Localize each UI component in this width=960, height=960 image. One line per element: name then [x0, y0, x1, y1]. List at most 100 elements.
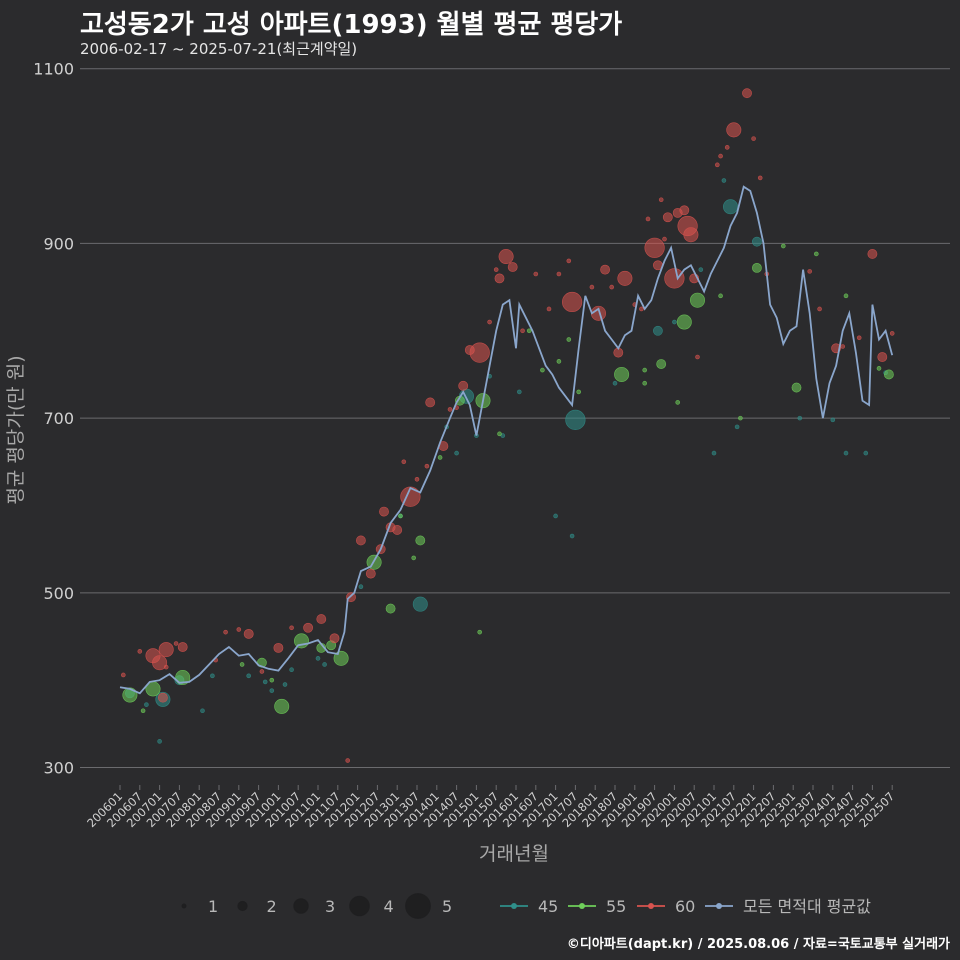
point-60	[658, 197, 664, 203]
legend-label: 45	[538, 897, 558, 916]
point-60	[520, 328, 525, 334]
point-45	[797, 415, 803, 421]
point-60	[424, 463, 430, 469]
point-45	[612, 380, 618, 386]
point-60	[392, 525, 403, 535]
point-45	[200, 708, 205, 714]
size-legend-dot	[237, 900, 248, 912]
y-tick-labels: 300 500 700 900 1100	[33, 60, 74, 778]
point-60	[223, 629, 228, 635]
point-60	[316, 614, 327, 624]
point-60	[566, 258, 572, 264]
point-55	[477, 629, 483, 635]
point-45	[210, 673, 215, 679]
point-60	[644, 237, 665, 258]
y-tick-label: 900	[43, 234, 74, 253]
point-45	[672, 319, 677, 325]
size-legend-dot	[349, 895, 370, 917]
point-45	[653, 325, 663, 336]
point-60	[236, 627, 242, 632]
point-45	[289, 667, 294, 672]
point-55	[566, 337, 572, 342]
point-45	[721, 178, 727, 183]
legend: 1 2 3 4 5 45 55 60 모든 면적대 평균값	[181, 893, 871, 919]
point-60	[158, 642, 174, 658]
point-60	[546, 306, 552, 312]
point-55	[274, 698, 290, 714]
size-legend-dot	[293, 898, 309, 914]
point-45	[843, 450, 849, 456]
point-60	[867, 249, 878, 259]
x-tick-labels: 2006012006072007012007072008012008072009…	[84, 785, 897, 830]
point-60	[345, 758, 351, 763]
grid-lines	[80, 68, 950, 769]
point-55	[642, 367, 648, 373]
point-60	[714, 162, 720, 168]
point-60	[121, 672, 126, 678]
point-55	[614, 366, 630, 382]
point-60	[414, 476, 420, 482]
point-55	[884, 369, 894, 380]
point-60	[289, 625, 294, 631]
point-60	[458, 380, 469, 391]
point-55	[791, 382, 802, 393]
point-45	[830, 417, 836, 423]
point-45	[246, 673, 251, 679]
legend-swatch-dot	[511, 903, 517, 909]
point-45	[565, 409, 586, 430]
point-60	[609, 284, 615, 290]
point-60	[589, 284, 595, 290]
point-45	[863, 450, 869, 456]
point-45	[734, 424, 740, 430]
point-45	[553, 513, 558, 519]
point-55	[140, 708, 146, 714]
point-60	[259, 669, 265, 674]
point-60	[600, 264, 610, 275]
point-55	[780, 243, 786, 249]
point-60	[401, 459, 407, 465]
point-55	[540, 367, 545, 373]
point-60	[645, 216, 651, 222]
x-axis-label: 거래년월	[479, 843, 549, 865]
point-55	[293, 633, 309, 649]
point-60	[173, 641, 179, 646]
point-60	[303, 622, 313, 633]
credit-text: ©디아파트(dapt.kr) / 2025.08.06 / 자료=국토교통부 실…	[566, 937, 950, 952]
point-60	[662, 236, 667, 242]
size-legend-dot	[405, 893, 431, 919]
point-60	[664, 268, 685, 289]
point-55	[676, 314, 692, 330]
point-45	[454, 450, 459, 456]
point-55	[497, 431, 502, 437]
point-55	[385, 603, 396, 614]
point-55	[269, 677, 275, 683]
point-60	[533, 271, 539, 277]
average-line	[119, 185, 894, 695]
point-55	[398, 513, 403, 519]
point-60	[617, 270, 633, 286]
point-60	[840, 344, 846, 349]
point-55	[813, 251, 819, 257]
point-55	[642, 380, 648, 386]
point-60	[662, 212, 673, 223]
point-45	[322, 662, 327, 667]
point-45	[315, 656, 321, 661]
size-legend-dot	[181, 903, 187, 909]
point-45	[722, 199, 738, 215]
point-60	[152, 655, 168, 671]
point-60	[695, 354, 700, 360]
point-55	[122, 687, 138, 703]
point-55	[415, 535, 426, 546]
point-60	[742, 88, 752, 99]
page-subtitle: 2006-02-17 ~ 2025-07-21(최근계약일)	[80, 40, 358, 58]
point-60	[400, 486, 421, 507]
point-55	[675, 400, 681, 405]
page-title: 고성동2가 고성 아파트(1993) 월별 평균 평당가	[80, 10, 623, 40]
average-line-path	[119, 185, 894, 695]
point-60	[163, 664, 169, 670]
point-60	[447, 407, 453, 412]
point-55	[576, 389, 582, 395]
point-45	[282, 682, 288, 687]
point-60	[889, 331, 895, 336]
point-55	[656, 359, 667, 369]
